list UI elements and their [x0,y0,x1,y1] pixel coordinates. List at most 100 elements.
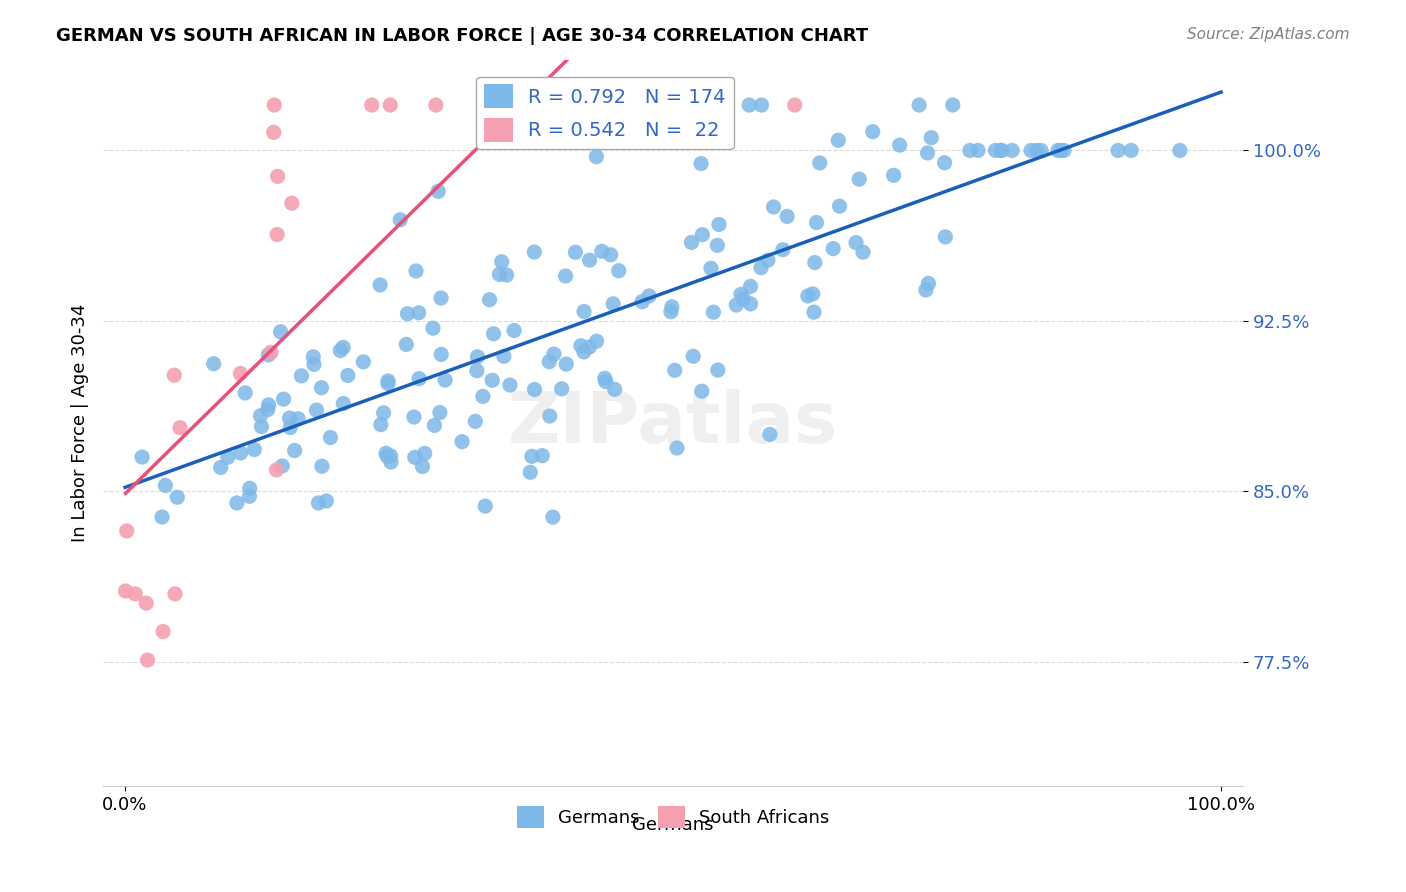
Point [700,261,723,276]
Point [707,363,730,377]
Point [503,324,526,338]
Point [311,381,333,395]
Point [852,245,875,260]
Point [942,98,965,112]
Point [229,446,252,460]
Point [375,446,398,460]
Point [523,245,546,260]
Point [150,510,173,524]
Point [808,156,831,170]
Point [520,450,543,464]
Point [202,357,225,371]
Point [238,489,260,503]
Point [1049,144,1071,158]
Point [756,253,779,268]
Point [848,172,870,186]
Point [585,334,607,349]
Point [541,510,564,524]
Point [920,130,942,145]
Point [256,402,278,417]
Y-axis label: In Labor Force | Age 30-34: In Labor Force | Age 30-34 [72,304,89,542]
Point [243,442,266,457]
Point [166,490,188,504]
Point [661,300,683,314]
Point [883,169,905,183]
Point [249,409,271,423]
Point [434,373,457,387]
Point [990,144,1012,158]
Point [315,494,337,508]
Point [311,459,333,474]
Point [492,349,515,363]
Point [1121,144,1143,158]
Point [319,431,342,445]
Point [278,411,301,425]
Point [163,368,186,383]
Point [690,156,713,170]
Point [740,297,762,311]
Point [413,446,436,460]
Point [959,144,981,158]
Point [806,216,828,230]
Point [302,350,325,364]
Point [404,450,426,465]
Point [257,398,280,412]
Point [427,184,450,198]
Point [402,409,425,424]
Point [578,253,600,268]
Point [163,587,186,601]
Point [828,199,851,213]
Point [759,427,782,442]
Point [287,411,309,425]
Point [538,409,561,423]
Point [537,98,560,112]
Point [749,260,772,275]
Point [396,307,419,321]
Point [550,382,572,396]
Point [934,156,956,170]
Point [373,406,395,420]
Point [738,98,761,112]
Point [751,98,773,112]
Point [115,524,138,538]
Legend: Germans, South Africans: Germans, South Africans [509,799,837,836]
Point [423,418,446,433]
Point [281,196,304,211]
Text: Germans: Germans [633,816,714,834]
Point [804,255,827,269]
Point [284,443,307,458]
Point [408,371,430,385]
Point [917,277,939,291]
Point [260,345,283,359]
Point [263,98,285,112]
Point [707,218,730,232]
Point [730,287,752,301]
Point [733,292,755,306]
Point [395,337,418,351]
Point [169,421,191,435]
Point [451,434,474,449]
Point [411,459,433,474]
Point [332,340,354,354]
Point [690,384,713,399]
Point [889,138,911,153]
Point [266,169,288,184]
Point [631,294,654,309]
Point [270,325,292,339]
Text: Source: ZipAtlas.com: Source: ZipAtlas.com [1187,27,1350,42]
Point [136,653,159,667]
Point [1001,144,1024,158]
Point [762,200,785,214]
Point [523,383,546,397]
Point [290,368,312,383]
Point [329,343,352,358]
Point [599,248,621,262]
Point [209,460,232,475]
Point [797,289,820,303]
Point [682,349,704,363]
Text: ZIPatlas: ZIPatlas [508,389,838,458]
Point [1107,144,1129,158]
Point [740,279,762,293]
Point [725,298,748,312]
Point [827,133,849,147]
